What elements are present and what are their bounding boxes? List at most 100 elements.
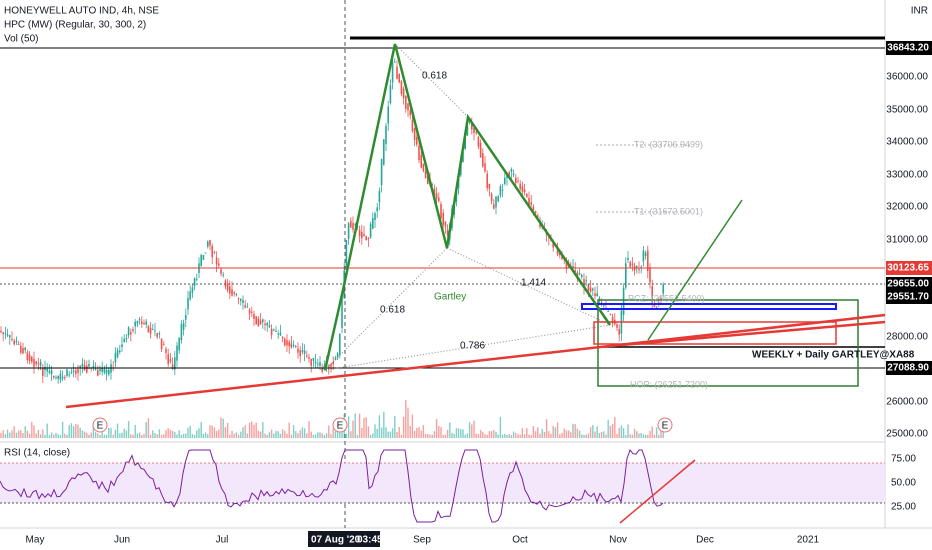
volume-bar xyxy=(449,422,451,438)
volume-bar xyxy=(545,419,548,438)
candle-body xyxy=(196,278,198,280)
candle-body xyxy=(284,338,286,346)
candle-body xyxy=(101,367,103,372)
price-tick-label: 31000.00 xyxy=(886,235,928,246)
rsi-trendline xyxy=(619,459,696,524)
volume-bar xyxy=(374,424,376,438)
price-tick-label: 36000.00 xyxy=(886,72,928,83)
volume-bar xyxy=(251,421,253,438)
candle-body xyxy=(391,62,394,83)
volume-bar xyxy=(620,425,623,438)
volume-bar xyxy=(248,422,251,438)
candle-body xyxy=(561,255,563,260)
volume-bar xyxy=(589,427,592,438)
price-tag-label: 29655.00 xyxy=(887,279,929,290)
volume-bar xyxy=(468,422,471,438)
candle-body xyxy=(636,266,638,268)
candle-body xyxy=(235,294,238,296)
candle-body xyxy=(532,206,535,211)
volume-bar xyxy=(299,430,301,438)
candle-body xyxy=(440,204,442,219)
volume-bar xyxy=(548,431,550,438)
candle-body xyxy=(86,365,88,373)
volume-bar xyxy=(594,431,596,438)
symbol: HONEYWELL AUTO IND, 4h, NSE xyxy=(4,6,159,17)
candle-body xyxy=(42,367,44,376)
volume-bar xyxy=(510,434,513,438)
volume-bar xyxy=(552,426,554,438)
volume-bar xyxy=(519,434,521,438)
candle-body xyxy=(24,347,26,351)
volume-bar xyxy=(57,434,59,438)
volume-bar xyxy=(103,434,106,438)
volume-bar xyxy=(585,434,587,438)
candle-body xyxy=(649,267,651,283)
volume-bar xyxy=(204,432,207,438)
candle-body xyxy=(277,333,279,335)
candle-body xyxy=(537,215,539,218)
rsi-tick-label: 25.00 xyxy=(891,502,916,513)
volume-bar xyxy=(477,434,480,438)
candle-body xyxy=(383,139,385,165)
volume-bar xyxy=(281,429,284,438)
candle-body xyxy=(607,310,609,312)
volume-bar xyxy=(233,433,235,438)
candle-body xyxy=(152,328,154,330)
volume-bar xyxy=(213,427,216,438)
volume-bar xyxy=(429,434,431,438)
volume-bar xyxy=(200,422,202,438)
candle-body xyxy=(653,304,656,307)
zone-box xyxy=(581,303,837,310)
candle-body xyxy=(116,350,119,358)
volume-bar xyxy=(136,433,139,438)
fib-label: 0.618 xyxy=(380,305,405,316)
candle-body xyxy=(121,344,123,347)
candle-body xyxy=(28,354,31,361)
volume-bar xyxy=(154,433,156,438)
price-tick-label: 28000.00 xyxy=(886,332,928,343)
candle-body xyxy=(114,352,117,363)
candle-body xyxy=(457,178,460,189)
volume-bar xyxy=(92,424,95,438)
indicator: HPC (MW) (Regular, 30, 300, 2) xyxy=(4,20,146,31)
candle-body xyxy=(31,356,33,362)
volume-bar xyxy=(559,434,561,438)
volume-bar xyxy=(127,421,130,438)
candle-body xyxy=(270,328,273,336)
candle-body xyxy=(398,74,400,83)
volume-bar xyxy=(462,429,464,438)
volume-bar xyxy=(37,429,40,438)
candle-body xyxy=(499,185,502,196)
volume-bar xyxy=(90,432,92,438)
currency: INR xyxy=(911,6,928,17)
volume-bar xyxy=(446,429,449,438)
volume-bar xyxy=(400,434,403,438)
volume-bar xyxy=(39,434,42,438)
candle-body xyxy=(50,370,53,375)
candle-body xyxy=(508,172,510,176)
volume-bar xyxy=(537,427,539,438)
volume-bar xyxy=(83,431,86,438)
candle-body xyxy=(301,349,304,352)
volume-bar xyxy=(598,433,601,438)
candle-body xyxy=(88,363,90,367)
candle-body xyxy=(136,321,139,324)
candle-body xyxy=(572,265,574,268)
candle-body xyxy=(174,357,176,370)
volume-bar xyxy=(627,424,629,438)
volume-bar xyxy=(308,421,310,438)
candle-body xyxy=(11,339,13,340)
volume-bar xyxy=(48,434,51,438)
rsi-band xyxy=(0,463,885,503)
candle-body xyxy=(308,357,310,359)
candle-body xyxy=(103,368,106,373)
candle-body xyxy=(389,85,392,103)
time-tick-label: Nov xyxy=(609,535,627,546)
candle-body xyxy=(138,319,141,321)
candle-body xyxy=(39,361,42,366)
volume-bar xyxy=(180,434,183,438)
volume-bar xyxy=(647,434,649,438)
volume-bar xyxy=(460,429,462,438)
volume-bar xyxy=(416,427,418,438)
candle-body xyxy=(523,189,526,193)
